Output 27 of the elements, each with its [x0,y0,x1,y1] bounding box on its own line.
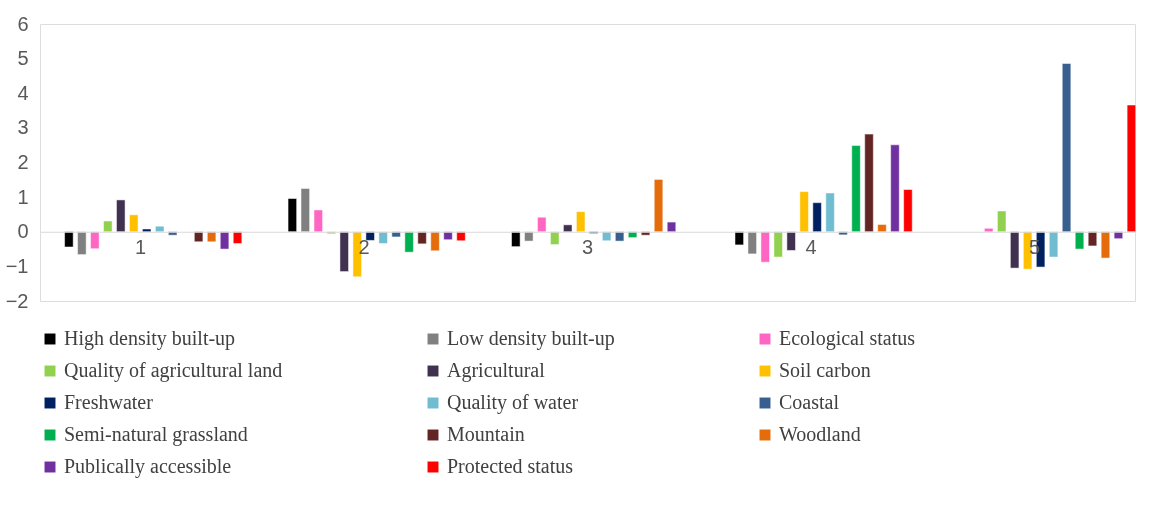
legend-label: Semi-natural grassland [64,423,248,446]
y-tick-label: 0 [17,220,29,243]
x-tick-label: 1 [135,236,147,259]
y-tick-label: −2 [5,289,29,312]
legend-label: Low density built-up [447,327,615,350]
legend-label: Quality of agricultural land [64,359,283,382]
y-tick-label: 3 [17,116,29,139]
y-tick-label: 1 [17,185,29,208]
legend-label: High density built-up [64,327,236,350]
legend-label: Publically accessible [64,455,232,478]
legend-label: Soil carbon [779,359,871,381]
legend-label: Protected status [447,455,574,477]
legend-label: Ecological status [779,327,916,350]
x-tick-label: 3 [581,236,594,259]
legend-label: Woodland [779,423,861,445]
legend-label: Coastal [779,391,840,413]
y-tick-label: 5 [17,47,29,70]
legend-label: Agricultural [447,359,546,382]
y-tick-label: 4 [17,81,29,104]
x-tick-label: 5 [1028,236,1040,259]
legend-label: Mountain [447,423,525,445]
legend-label: Quality of water [447,391,579,414]
y-tick-label: −1 [5,254,29,277]
x-tick-label: 4 [805,236,817,259]
y-tick-label: 2 [17,151,29,173]
legend-label: Freshwater [64,391,154,413]
y-tick-label: 6 [17,12,29,35]
